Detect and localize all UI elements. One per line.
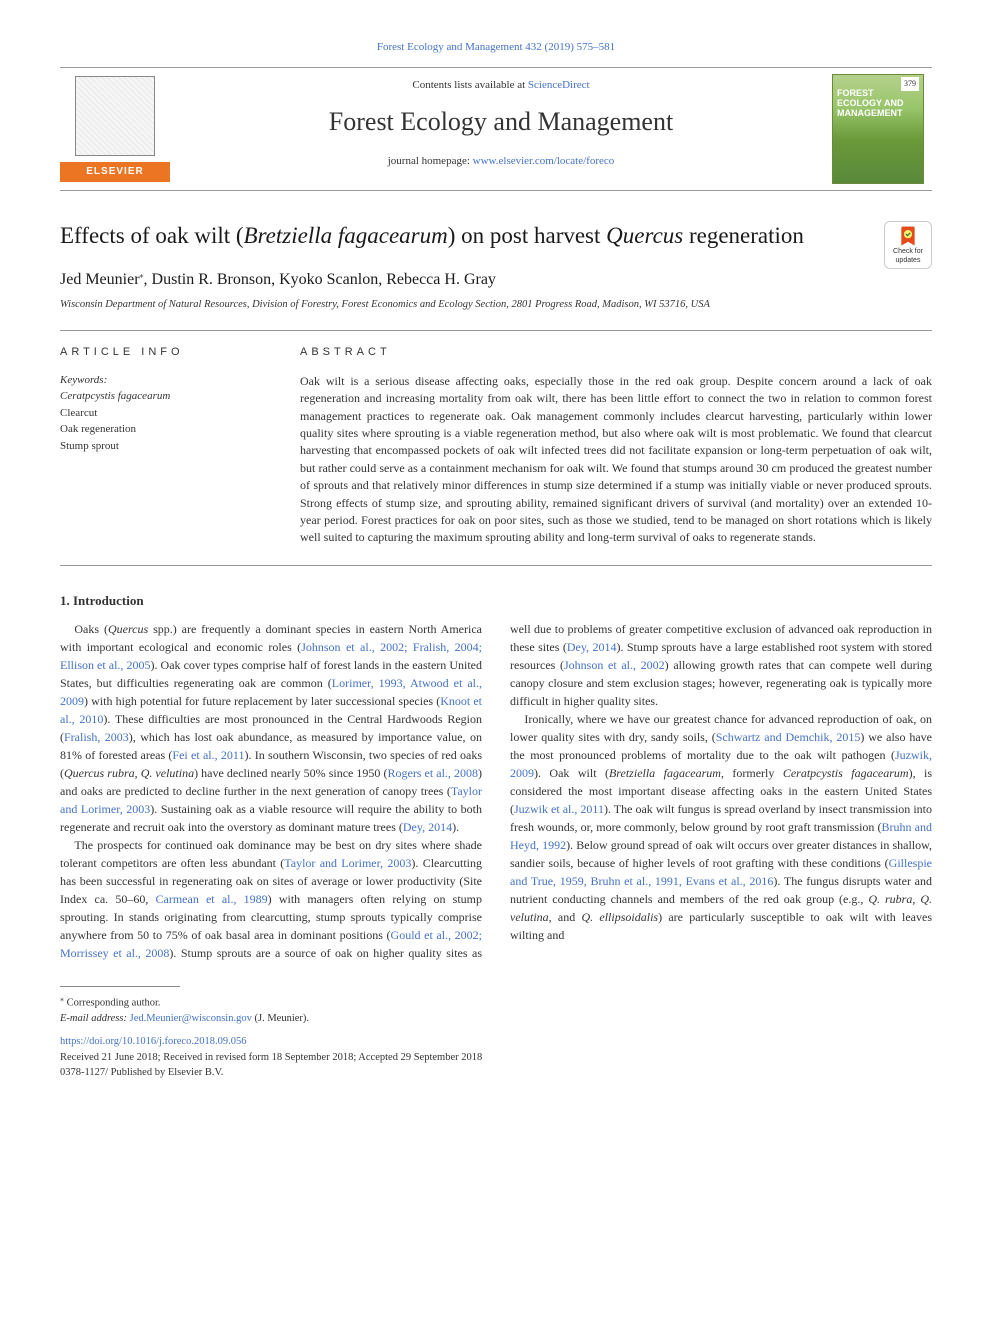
title-row: Effects of oak wilt (Bretziella fagacear…	[60, 221, 932, 269]
authors-rest: , Dustin R. Bronson, Kyoko Scanlon, Rebe…	[144, 271, 496, 288]
cite-14[interactable]: Schwartz and Demchik, 2015	[716, 730, 861, 744]
article-title: Effects of oak wilt (Bretziella fagacear…	[60, 221, 864, 251]
title-part-3: regeneration	[683, 223, 804, 248]
cite-12[interactable]: Dey, 2014	[567, 640, 617, 654]
p3-sp1: Bretziella fagacearum	[609, 766, 721, 780]
keywords-label: Keywords:	[60, 373, 260, 388]
keyword-4: Stump sprout	[60, 438, 260, 455]
cover-title-1: FOREST	[837, 88, 874, 98]
elsevier-tree-icon	[75, 76, 155, 156]
p3-t3: ). Oak wilt (	[534, 766, 609, 780]
affiliation: Wisconsin Department of Natural Resource…	[60, 298, 932, 313]
keyword-2: Clearcut	[60, 405, 260, 422]
keyword-3: Oak regeneration	[60, 421, 260, 438]
author-list: Jed Meunier⁎, Dustin R. Bronson, Kyoko S…	[60, 269, 932, 291]
p1-t12: ).	[452, 820, 459, 834]
title-species-2: Quercus	[606, 223, 683, 248]
sciencedirect-link[interactable]: ScienceDirect	[528, 79, 590, 91]
abstract-heading: ABSTRACT	[300, 345, 932, 360]
cite-13[interactable]: Johnson et al., 2002	[564, 658, 665, 672]
cite-9[interactable]: Taylor and Lorimer, 2003	[284, 856, 411, 870]
contents-prefix: Contents lists available at	[412, 79, 527, 91]
journal-citation-link[interactable]: Forest Ecology and Management 432 (2019)…	[377, 41, 615, 53]
updates-text-1: Check for	[893, 248, 923, 255]
p3-sp5: Q. ellipsoidalis	[581, 910, 658, 924]
abstract-column: ABSTRACT Oak wilt is a serious disease a…	[300, 345, 932, 546]
publisher-logo-block: ELSEVIER	[60, 68, 170, 190]
cover-title-3: MANAGEMENT	[837, 108, 903, 118]
history-line-2: 0378-1127/ Published by Elsevier B.V.	[60, 1065, 932, 1081]
article-info-column: ARTICLE INFO Keywords: Ceratpcystis faga…	[60, 345, 260, 546]
corr-text: Corresponding author.	[64, 997, 161, 1008]
footnote-block: ⁎ Corresponding author. E-mail address: …	[60, 993, 932, 1027]
cover-title: FOREST ECOLOGY AND MANAGEMENT	[837, 89, 904, 119]
journal-homepage-link[interactable]: www.elsevier.com/locate/foreco	[473, 155, 615, 167]
p1-sp1: Quercus	[108, 622, 148, 636]
p1-t1: Oaks (	[74, 622, 108, 636]
history-line-1: Received 21 June 2018; Received in revis…	[60, 1050, 932, 1066]
cite-8[interactable]: Dey, 2014	[403, 820, 452, 834]
doi-line: https://doi.org/10.1016/j.foreco.2018.09…	[60, 1035, 932, 1050]
cover-issue-number: 379	[901, 77, 919, 90]
p3-sp2: Ceratpcystis fagacearum	[783, 766, 909, 780]
journal-citation-header: Forest Ecology and Management 432 (2019)…	[60, 40, 932, 55]
title-part-2: ) on post harvest	[448, 223, 606, 248]
cite-5[interactable]: Fei et al., 2011	[172, 748, 244, 762]
masthead: ELSEVIER Contents lists available at Sci…	[60, 67, 932, 191]
body-text: Oaks (Quercus spp.) are frequently a dom…	[60, 620, 932, 962]
p1-sp2: Quercus rubra	[64, 766, 135, 780]
email-suffix: (J. Meunier).	[252, 1013, 309, 1024]
section-heading-introduction: 1. Introduction	[60, 592, 932, 610]
p3-t7: ). Below ground spread of oak wilt occur…	[510, 838, 932, 870]
cite-16[interactable]: Juzwik et al., 2011	[514, 802, 604, 816]
corresponding-author-note: ⁎ Corresponding author.	[60, 993, 932, 1011]
cite-4[interactable]: Fralish, 2003	[64, 730, 129, 744]
journal-homepage-line: journal homepage: www.elsevier.com/locat…	[190, 154, 812, 169]
p1-sp3: Q. velutina	[141, 766, 194, 780]
updates-text-2: updates	[896, 257, 921, 264]
cover-title-2: ECOLOGY AND	[837, 98, 904, 108]
cite-10[interactable]: Carmean et al., 1989	[156, 892, 268, 906]
title-species-1: Bretziella fagacearum	[244, 223, 448, 248]
p1-t4: ) with high potential for future replace…	[84, 694, 440, 708]
article-info-heading: ARTICLE INFO	[60, 345, 260, 360]
author-email-link[interactable]: Jed.Meunier@wisconsin.gov	[130, 1013, 252, 1024]
footnote-separator	[60, 986, 180, 987]
article-history: Received 21 June 2018; Received in revis…	[60, 1050, 932, 1082]
paragraph-1: Oaks (Quercus spp.) are frequently a dom…	[60, 620, 482, 836]
keywords-list: Ceratpcystis fagacearum Clearcut Oak reg…	[60, 388, 260, 454]
p3-t10: , and	[549, 910, 582, 924]
p3-sp3: Q. rubra	[868, 892, 912, 906]
homepage-prefix: journal homepage:	[388, 155, 473, 167]
masthead-center: Contents lists available at ScienceDirec…	[170, 68, 832, 190]
p1-t9: ) have declined nearly 50% since 1950 (	[194, 766, 387, 780]
journal-cover-image: 379 FOREST ECOLOGY AND MANAGEMENT	[832, 74, 924, 184]
journal-title: Forest Ecology and Management	[190, 104, 812, 140]
doi-link[interactable]: https://doi.org/10.1016/j.foreco.2018.09…	[60, 1036, 246, 1047]
check-updates-badge[interactable]: Check for updates	[884, 221, 932, 269]
title-part-1: Effects of oak wilt (	[60, 223, 244, 248]
publisher-name: ELSEVIER	[60, 162, 170, 182]
cite-6[interactable]: Rogers et al., 2008	[387, 766, 478, 780]
author-1: Jed Meunier	[60, 271, 140, 288]
email-label: E-mail address:	[60, 1013, 130, 1024]
abstract-text: Oak wilt is a serious disease affecting …	[300, 373, 932, 547]
journal-cover: 379 FOREST ECOLOGY AND MANAGEMENT	[832, 68, 932, 190]
info-abstract-block: ARTICLE INFO Keywords: Ceratpcystis faga…	[60, 330, 932, 565]
contents-available-line: Contents lists available at ScienceDirec…	[190, 78, 812, 93]
keyword-1: Ceratpcystis fagacearum	[60, 388, 260, 405]
email-line: E-mail address: Jed.Meunier@wisconsin.go…	[60, 1011, 932, 1027]
p3-t4: , formerly	[721, 766, 783, 780]
bookmark-check-icon	[897, 225, 919, 247]
paragraph-3: Ironically, where we have our greatest c…	[510, 710, 932, 944]
